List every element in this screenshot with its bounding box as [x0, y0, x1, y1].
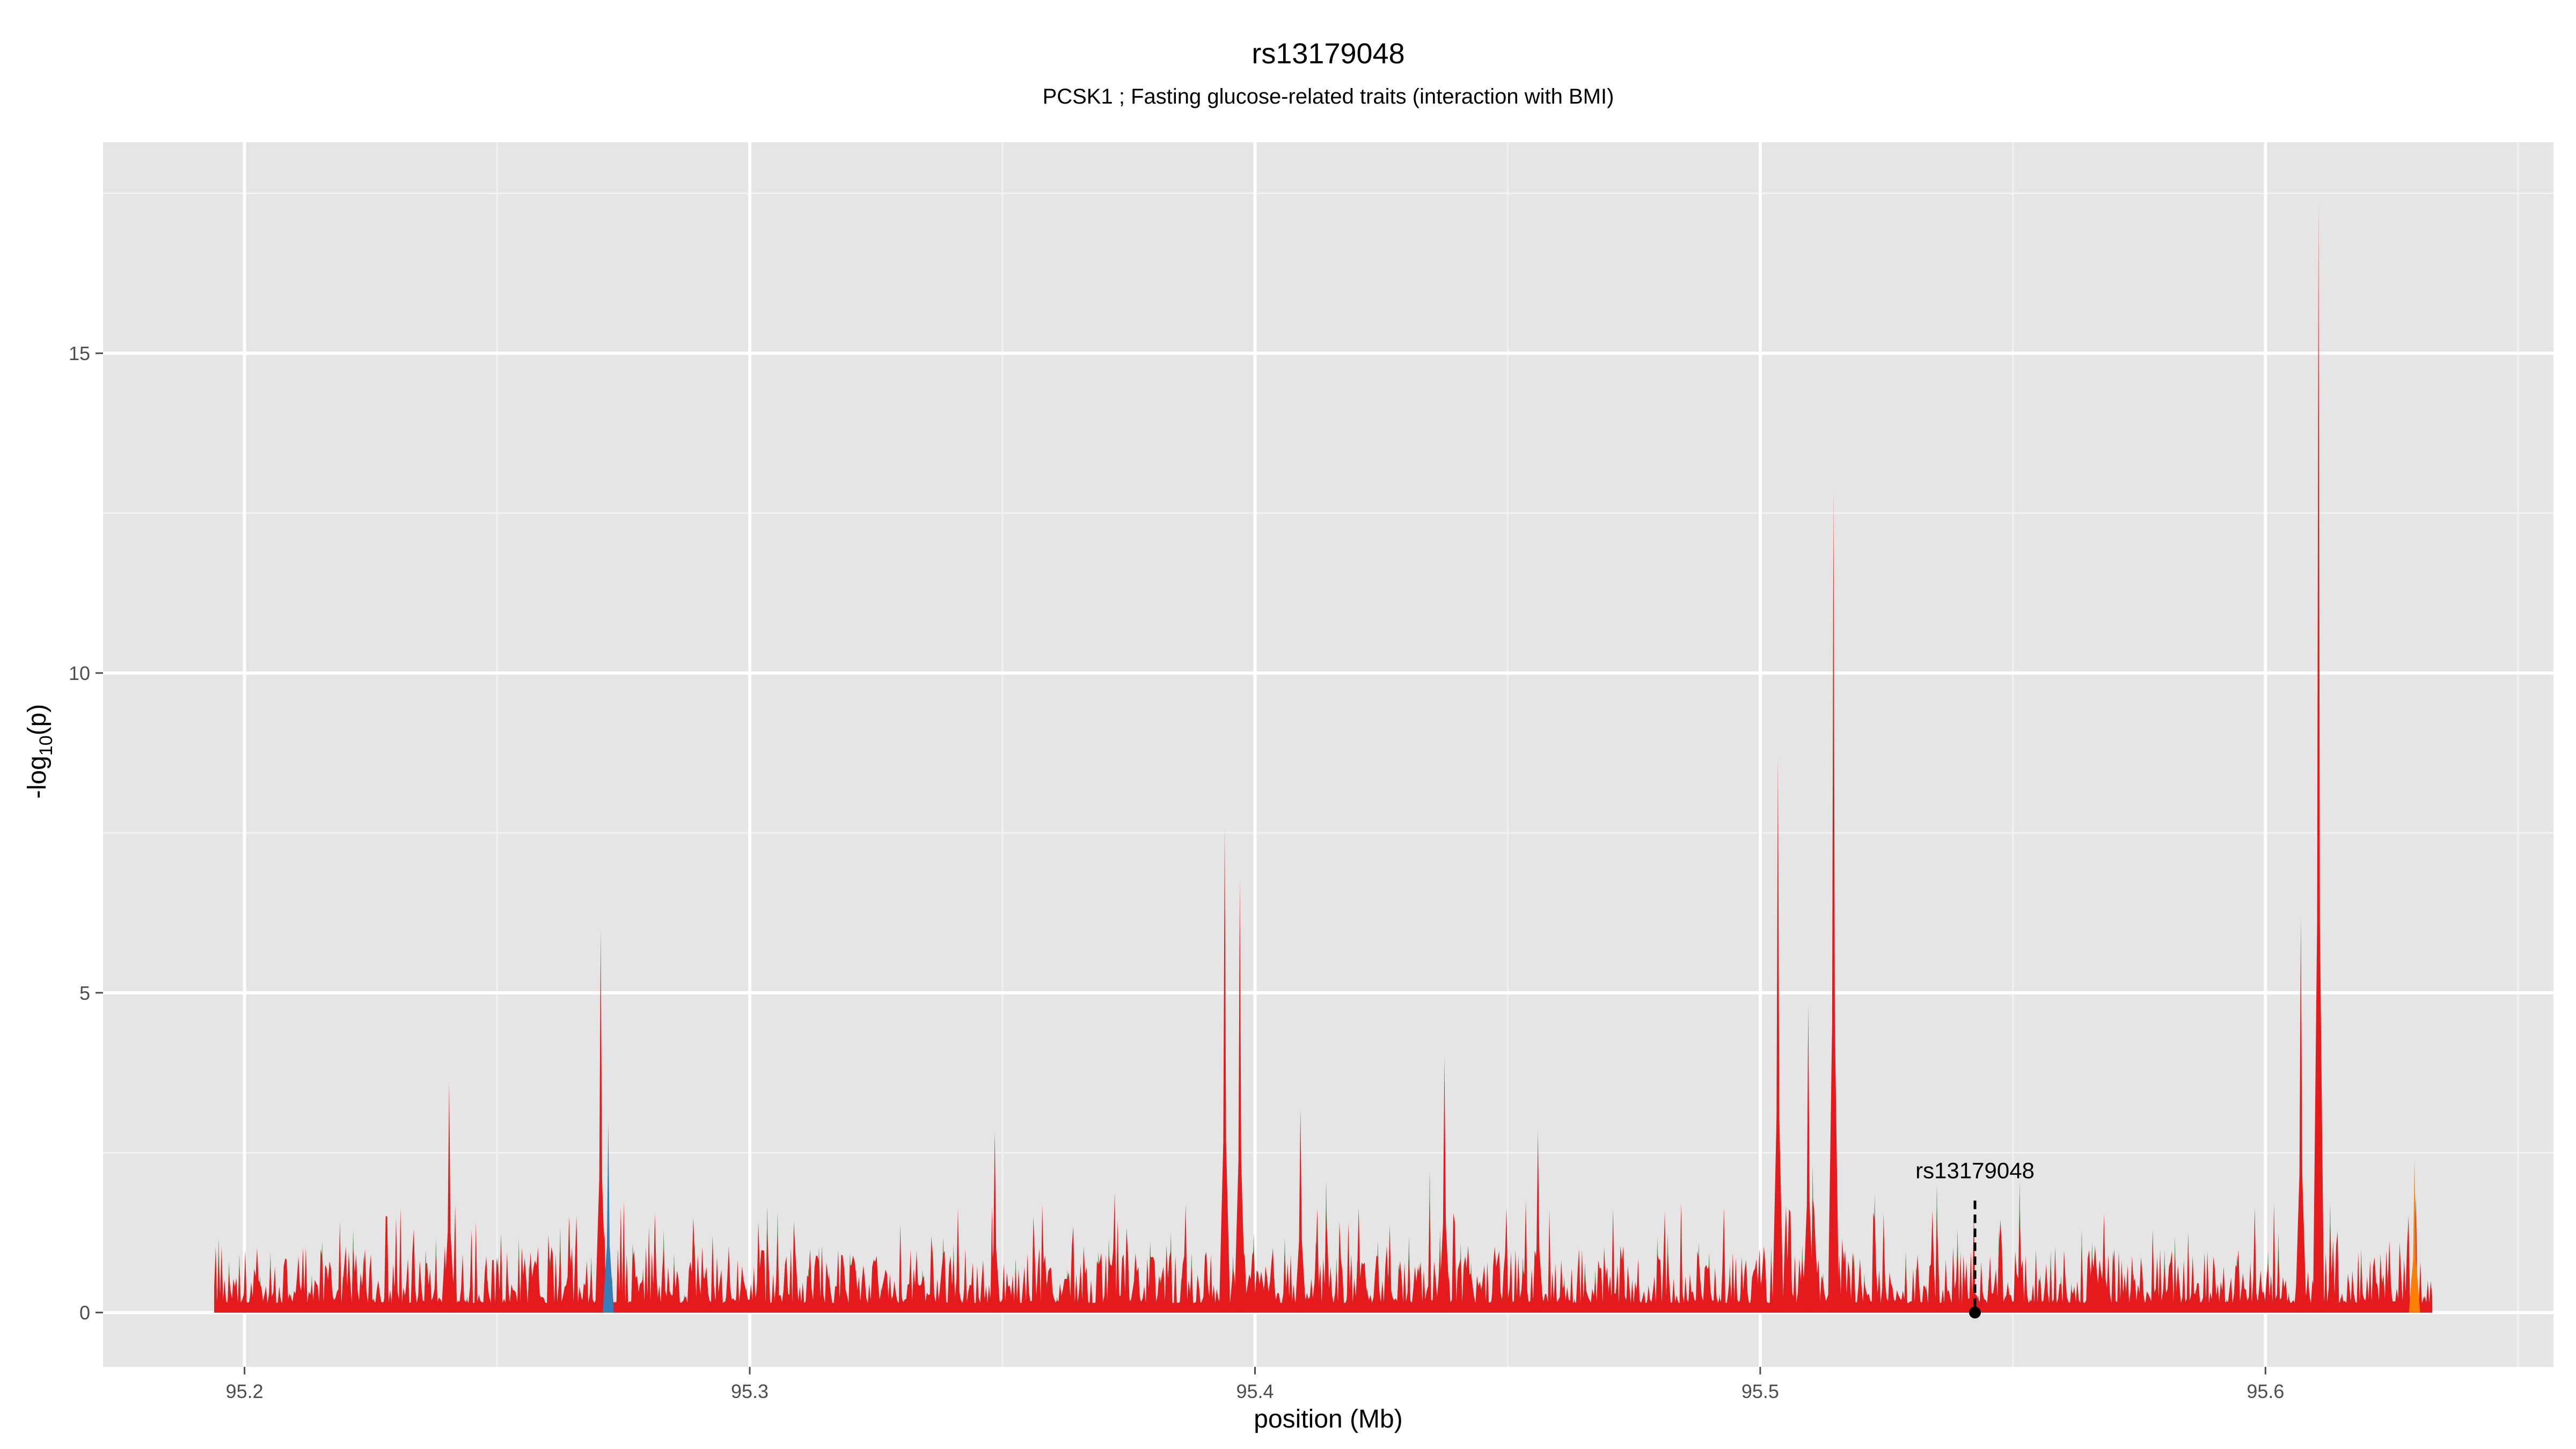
x-axis-title: position (Mb): [1254, 1405, 1402, 1433]
chart-subtitle: PCSK1 ; Fasting glucose-related traits (…: [1043, 85, 1614, 108]
y-tick-label: 5: [79, 982, 90, 1004]
x-tick-label: 95.5: [1741, 1380, 1779, 1402]
area-series: [214, 200, 2433, 1313]
y-axis-title-sub: 10: [36, 735, 56, 756]
peak: [1294, 1108, 1306, 1313]
x-tick-label: 95.2: [226, 1380, 264, 1402]
peak: [1532, 1130, 1544, 1313]
x-axis-ticks: 95.2 95.3 95.4 95.5 95.6: [226, 1367, 2284, 1402]
y-axis-title: -log10(p): [23, 704, 56, 799]
x-tick-label: 95.3: [731, 1380, 769, 1402]
peak: [2409, 1159, 2420, 1313]
highlight-point: [1969, 1306, 1981, 1319]
x-tick-label: 95.4: [1236, 1380, 1274, 1402]
peak: [1219, 826, 1231, 1313]
peak: [1234, 877, 1246, 1313]
x-tick-label: 95.6: [2246, 1380, 2284, 1402]
peak: [603, 1121, 614, 1313]
highlight-marker: rs13179048: [1915, 1158, 2035, 1319]
peak: [1439, 1057, 1450, 1313]
chart-title: rs13179048: [1252, 38, 1404, 70]
peak: [2312, 200, 2324, 1313]
peak: [989, 1130, 1000, 1313]
y-axis-title-main: -log: [23, 756, 52, 799]
y-tick-label: 0: [79, 1302, 90, 1324]
peak: [443, 1082, 455, 1313]
area-series-base: [214, 1192, 2433, 1313]
peak: [1803, 1005, 1814, 1313]
peak: [595, 928, 606, 1313]
highlight-label: rs13179048: [1915, 1158, 2035, 1183]
y-axis-ticks: 0 5 10 15: [69, 342, 103, 1324]
plot-panel: [103, 142, 2553, 1367]
y-tick-label: 10: [69, 662, 90, 684]
grid-lines: [103, 142, 2553, 1367]
y-tick-label: 15: [69, 342, 90, 364]
y-axis-title-tail: (p): [23, 704, 52, 736]
peak: [2295, 916, 2307, 1313]
peak: [1772, 756, 1784, 1313]
peak: [1828, 487, 1839, 1313]
